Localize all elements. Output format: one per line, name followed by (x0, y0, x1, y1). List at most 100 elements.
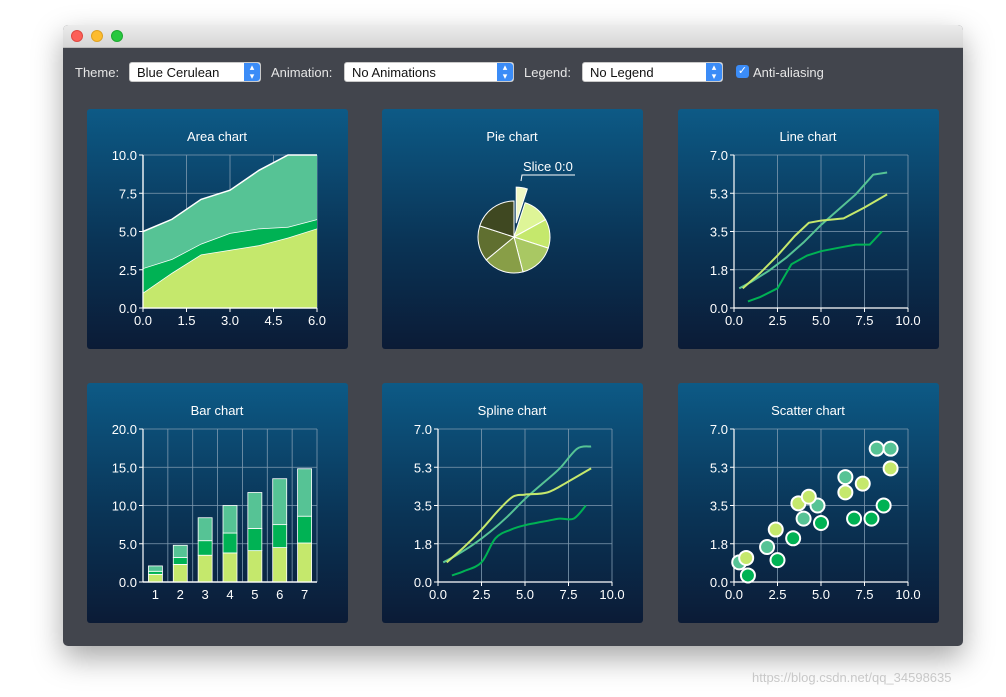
close-window-button[interactable] (71, 30, 83, 42)
bar-segment (197, 554, 213, 583)
watermark-text: https://blog.csdn.net/qq_34598635 (752, 670, 952, 685)
bar-segment (148, 570, 163, 575)
y-tick-label: 7.0 (710, 422, 728, 437)
y-tick-label: 5.0 (119, 537, 137, 552)
bar-segment (272, 478, 288, 526)
legend-select[interactable]: No Legend ▴ ▾ (582, 62, 723, 82)
animation-select-value: No Animations (352, 65, 436, 80)
bar-segment (148, 573, 163, 583)
y-tick-label: 0.0 (710, 301, 728, 316)
y-tick-label: 7.0 (710, 148, 728, 163)
x-category-label: 6 (276, 587, 283, 602)
y-tick-label: 5.3 (710, 186, 728, 201)
scatter-point (738, 549, 755, 566)
chart-title: Bar chart (191, 403, 244, 418)
scatter-point (846, 510, 863, 527)
scatter-point (875, 497, 892, 514)
checkmark-icon: ✓ (737, 65, 748, 77)
x-category-label: 1 (152, 587, 159, 602)
bar-segment (272, 547, 288, 583)
bar-segment (247, 492, 263, 529)
x-tick-label: 0.0 (134, 313, 152, 328)
x-category-label: 7 (301, 587, 308, 602)
y-tick-label: 0.0 (414, 575, 432, 590)
scatter-point (795, 510, 812, 527)
area-chart: Area chart 0.0 2.5 5.0 7.5 10.0 0.0 1.5 3.0 4.5 6.… (112, 129, 326, 328)
theme-select[interactable]: Blue Cerulean ▴ ▾ (129, 62, 261, 82)
y-tick-label: 2.5 (119, 263, 137, 278)
bar-segment (247, 550, 263, 583)
y-tick-label: 10.0 (112, 148, 137, 163)
scatter-point (863, 510, 880, 527)
scatter-point (837, 484, 854, 501)
chart-title: Line chart (779, 129, 836, 144)
pie-slice (485, 236, 524, 274)
x-tick-label: 7.5 (855, 313, 873, 328)
y-tick-label: 5.3 (710, 460, 728, 475)
y-tick-label: 1.8 (710, 263, 728, 278)
x-category-label: 3 (202, 587, 209, 602)
area-series (143, 155, 317, 269)
area-series (143, 219, 317, 293)
updown-arrows-icon: ▴ ▾ (706, 63, 722, 81)
y-tick-label: 5.0 (119, 225, 137, 240)
bar-segment (222, 552, 238, 583)
area-chart-panel: Area chart 0.0 2.5 5.0 7.5 10.0 0.0 1.5 3.0 4.5 6.… (87, 109, 348, 349)
scatter-point (882, 460, 899, 477)
updown-arrows-icon: ▴ ▾ (497, 63, 513, 81)
animation-select[interactable]: No Animations ▴ ▾ (344, 62, 514, 82)
minimize-window-button[interactable] (91, 30, 103, 42)
theme-label: Theme: (75, 65, 120, 80)
bar-segment (222, 505, 238, 534)
x-tick-label: 7.5 (559, 587, 577, 602)
line-series (747, 230, 883, 303)
slice-label: Slice 0:0 (523, 159, 573, 174)
bar-chart: Bar chart 0.0 5.0 10.0 15.0 20.0 1 2 3 4 5 6 7 (112, 403, 318, 602)
line-series (742, 193, 888, 290)
bar-segment (222, 532, 238, 554)
line-chart-panel: Line chart 0.0 1.8 3.5 5.3 7.0 0.0 2.5 5.0 7.5 10.… (678, 109, 939, 349)
bar-segment (148, 565, 163, 572)
y-tick-label: 0.0 (119, 301, 137, 316)
slice-label-leader (520, 174, 575, 182)
bar-segment (172, 557, 188, 565)
x-tick-label: 5.0 (812, 587, 830, 602)
y-tick-label: 5.3 (414, 460, 432, 475)
antialiasing-label: Anti-aliasing (753, 65, 824, 80)
y-tick-label: 7.5 (119, 186, 137, 201)
chart-title: Spline chart (478, 403, 547, 418)
scatter-point (854, 475, 871, 492)
area-series (143, 228, 317, 308)
spline-series (446, 467, 592, 564)
scatter-point (882, 440, 899, 457)
x-tick-label: 0.0 (429, 587, 447, 602)
scatter-point (759, 539, 776, 556)
bar-segment (272, 524, 288, 548)
maximize-window-button[interactable] (111, 30, 123, 42)
x-category-label: 2 (177, 587, 184, 602)
x-tick-label: 5.0 (516, 587, 534, 602)
bar-segment (297, 468, 312, 517)
scatter-chart: Scatter chart 0.0 1.8 3.5 5.3 7.0 0.0 2.5 5.0 7.5… (710, 403, 921, 602)
bar-segment (172, 564, 188, 583)
y-tick-label: 7.0 (414, 422, 432, 437)
scatter-point (785, 530, 802, 547)
y-tick-label: 1.8 (710, 537, 728, 552)
bar-segment (172, 544, 188, 558)
x-tick-label: 4.5 (264, 313, 282, 328)
line-series (738, 171, 888, 290)
title-bar (63, 25, 963, 48)
x-tick-label: 1.5 (177, 313, 195, 328)
x-category-label: 4 (226, 587, 233, 602)
y-tick-label: 0.0 (119, 575, 137, 590)
antialiasing-checkbox[interactable]: ✓ (736, 65, 749, 78)
x-tick-label: 10.0 (599, 587, 624, 602)
bar-segment (247, 528, 263, 552)
x-category-label: 5 (251, 587, 258, 602)
line-chart: Line chart 0.0 1.8 3.5 5.3 7.0 0.0 2.5 5.0 7.5 10.… (710, 129, 921, 328)
area-series-line (142, 154, 317, 233)
spline-series (451, 504, 587, 577)
main-window: Theme: Blue Cerulean ▴ ▾ Animation: No An… (63, 25, 963, 646)
pie-chart-panel: Pie chart Slice 0:0 (382, 109, 643, 349)
x-tick-label: 0.0 (725, 313, 743, 328)
